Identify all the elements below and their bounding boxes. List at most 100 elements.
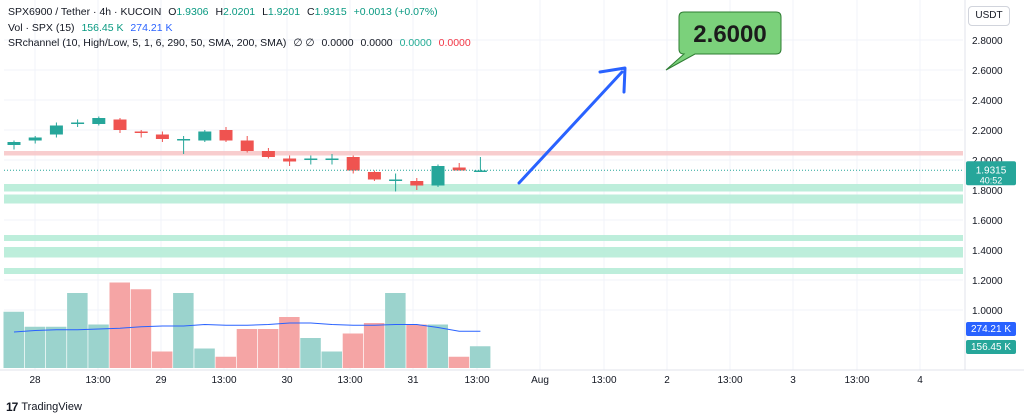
time-tick-label: 31 [407, 375, 419, 386]
time-tick-label: 13:00 [717, 375, 742, 386]
volume-bar [88, 324, 109, 368]
candles [7, 116, 487, 192]
sr-zone [4, 268, 963, 274]
candle-body [198, 131, 212, 141]
candle-body [283, 158, 297, 162]
open-label: O [168, 6, 177, 18]
time-tick-label: 4 [917, 375, 923, 386]
volume-bar [45, 326, 67, 368]
high-value: 2.0201 [223, 6, 256, 18]
candle-body [304, 158, 318, 160]
volume-bar [194, 348, 215, 368]
volume-bar [469, 346, 491, 368]
candle-body [113, 119, 127, 130]
candle-body [431, 166, 445, 186]
change-value: +0.0013 (+0.07%) [353, 6, 438, 18]
volume-bar [151, 351, 173, 368]
volume-tag [966, 340, 1016, 354]
overlays: 2.6000 [4, 11, 963, 185]
volume-bar [427, 324, 448, 368]
sr-zone [4, 151, 963, 156]
indicator-symbols: ∅ ∅ [293, 37, 315, 49]
indicator-label[interactable]: SRchannel (10, High/Low, 5, 1, 6, 290, 5… [8, 37, 287, 49]
candle-body [473, 170, 487, 172]
time-tick-label: 30 [281, 375, 293, 386]
sr-zones [4, 151, 963, 274]
volume-bar [406, 324, 427, 368]
time-tick-label: 13:00 [211, 375, 236, 386]
sr-zone [4, 194, 963, 204]
candle-body [49, 125, 63, 135]
volume-bar [342, 333, 364, 368]
price-tick-label: 2.6000 [972, 66, 1003, 77]
tradingview-icon: 17 [6, 400, 18, 414]
volume-ma-line [13, 322, 481, 333]
indicator-value-2: 0.0000 [360, 37, 393, 49]
volume-header: Vol · SPX (15) 156.45 K 274.21 K [8, 22, 176, 34]
sr-zone [4, 184, 963, 192]
candle-body [219, 130, 233, 141]
volume-tag-label: 156.45 K [971, 342, 1011, 353]
volume-bar [363, 323, 385, 368]
candle-body [325, 158, 339, 160]
volume-bar [448, 356, 470, 368]
volume-bar [24, 326, 46, 368]
volume-bar [130, 289, 152, 368]
volume-bar [321, 351, 342, 368]
tradingview-logo[interactable]: 17 TradingView [6, 400, 82, 414]
candle-body [134, 131, 148, 133]
volume-value: 156.45 K [81, 22, 124, 34]
price-tick-label: 1.8000 [972, 186, 1003, 197]
time-tick-label: 13:00 [844, 375, 869, 386]
target-callout [665, 11, 782, 71]
volume-bar [215, 356, 236, 368]
volume-bar [109, 282, 130, 368]
candle-body [452, 167, 466, 171]
indicator-value-1: 0.0000 [321, 37, 354, 49]
volume-bar [257, 329, 279, 368]
time-tick-label: 13:00 [85, 375, 110, 386]
volume-bar [236, 329, 258, 368]
last-price-label: 1.9315 [976, 165, 1007, 176]
price-tick-label: 2.2000 [972, 126, 1003, 137]
volume-bar [385, 293, 406, 368]
high-label: H [215, 6, 224, 18]
volume-ma-tag-label: 274.21 K [971, 324, 1011, 335]
low-value: 1.9201 [267, 6, 301, 18]
volume-ma-tag [966, 322, 1016, 336]
time-tick-label: 3 [790, 375, 796, 386]
volume-label[interactable]: Vol · SPX (15) [8, 22, 75, 34]
volume-ma-value: 274.21 K [130, 22, 173, 34]
price-tick-label: 1.4000 [972, 246, 1003, 257]
target-arrow [517, 70, 624, 185]
brand-name: TradingView [21, 401, 82, 413]
time-tick-label: Aug [531, 375, 549, 386]
arrow-head [598, 66, 627, 94]
close-label: C [306, 6, 315, 18]
candle-body [346, 157, 360, 171]
candle-body [155, 134, 169, 139]
volume-bar [173, 293, 194, 368]
volume-bar [3, 311, 24, 368]
candle-body [28, 137, 42, 141]
symbol-title[interactable]: SPX6900 / Tether · 4h · KUCOIN [8, 6, 162, 18]
price-tick-label: 1.2000 [972, 276, 1003, 287]
indicator-value-3: 0.0000 [399, 37, 432, 49]
candle-body [367, 172, 381, 180]
volume-bars [3, 282, 491, 368]
low-label: L [262, 6, 268, 18]
price-tick-label: 1.0000 [972, 306, 1003, 317]
price-tick-label: 2.8000 [972, 36, 1003, 47]
time-tick-label: 13:00 [464, 375, 489, 386]
candle-body [410, 181, 424, 186]
volume-bar [300, 338, 321, 368]
volume-bar [279, 317, 300, 368]
indicator-header: SRchannel (10, High/Low, 5, 1, 6, 290, 5… [8, 37, 475, 49]
currency-button[interactable]: USDT [968, 6, 1010, 26]
close-value: 1.9315 [314, 6, 347, 18]
price-tick-label: 1.6000 [972, 216, 1003, 227]
countdown-label: 40:52 [980, 175, 1003, 185]
candle-body [7, 142, 21, 145]
time-tick-label: 13:00 [591, 375, 616, 386]
